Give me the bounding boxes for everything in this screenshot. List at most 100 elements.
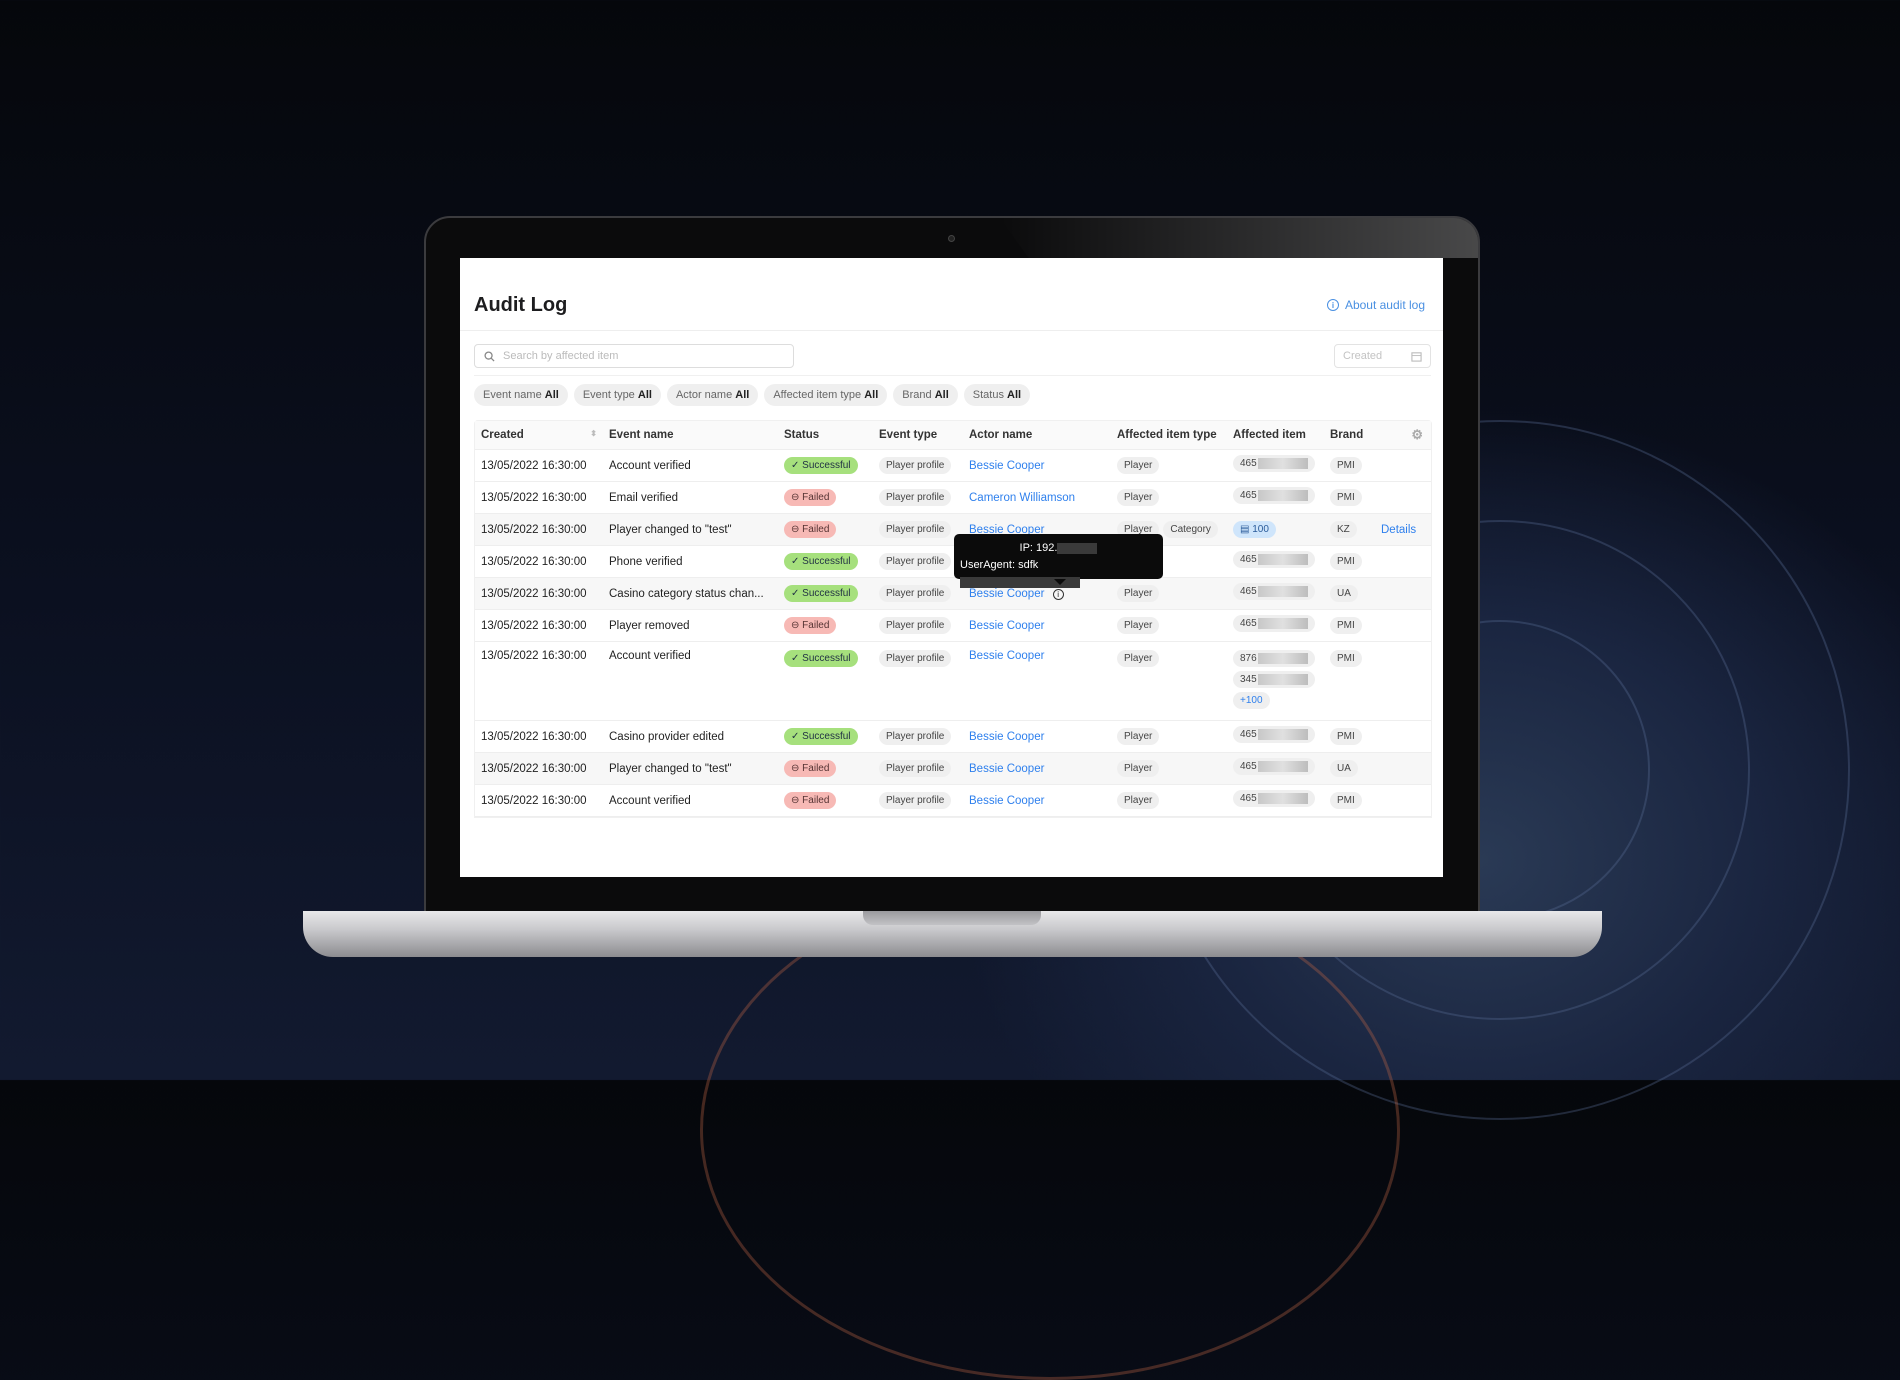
brand-cell: PMI <box>1324 457 1375 474</box>
item-type-badge: Player <box>1117 728 1160 745</box>
affected-item-badge[interactable]: 465 <box>1233 582 1315 601</box>
event-type-badge: Player profile <box>879 521 952 538</box>
actor-link[interactable]: Bessie Cooper <box>969 794 1045 807</box>
affected-item-type-cell: Player <box>1111 617 1227 634</box>
brand-badge: KZ <box>1330 521 1357 538</box>
status-label: Successful <box>802 588 851 599</box>
event-type-badge: Player profile <box>879 617 952 634</box>
settings-gear-icon[interactable]: ⚙ <box>1411 427 1423 442</box>
actor-cell: Bessie Cooper <box>963 763 1111 775</box>
filter-chip[interactable]: Actor name All <box>666 384 759 406</box>
actor-link[interactable]: Bessie Cooper <box>969 523 1045 536</box>
table-row[interactable]: 13/05/2022 16:30:00 Casino category stat… <box>475 578 1431 610</box>
info-icon: i <box>1326 299 1339 311</box>
affected-item-badge[interactable]: 465 <box>1233 550 1315 569</box>
affected-item-badge[interactable]: 345 <box>1233 671 1315 689</box>
brand-badge: UA <box>1330 585 1358 602</box>
actor-link[interactable]: Bessie Cooper <box>969 619 1045 632</box>
actor-link[interactable]: Cameron Williamson <box>969 491 1076 504</box>
affected-item-cell: 465 <box>1227 454 1324 476</box>
screen-glare <box>1000 218 1478 258</box>
event-name-cell: Player removed <box>609 619 690 632</box>
affected-item-badge[interactable]: 465 <box>1233 614 1315 633</box>
status-label: Failed <box>802 620 830 631</box>
column-created[interactable]: Created ⬍ <box>475 429 603 441</box>
status-label: Failed <box>802 795 830 806</box>
filter-chip[interactable]: Status All <box>963 384 1031 406</box>
table-row[interactable]: 13/05/2022 16:30:00 Player changed to "t… <box>475 514 1431 546</box>
actor-link[interactable]: Bessie Cooper <box>969 762 1045 775</box>
affected-item-badge[interactable]: 465 <box>1233 789 1315 808</box>
status-badge: ✓ Successful <box>784 553 858 570</box>
column-event-type: Event type <box>879 429 938 441</box>
event-type-cell: Player profile <box>873 489 963 506</box>
info-icon[interactable]: i <box>1052 588 1064 600</box>
details-link[interactable]: Details <box>1381 523 1417 536</box>
table-row[interactable]: 13/05/2022 16:30:00 Account verified ⊖ F… <box>475 785 1431 817</box>
table-header: Created ⬍ Event name Status Event type Ac… <box>475 421 1431 450</box>
filter-label: Affected item type <box>773 389 862 401</box>
actor-link[interactable]: Bessie Cooper <box>969 459 1045 472</box>
status-cell: ⊖ Failed <box>778 760 873 777</box>
about-audit-log-link[interactable]: i About audit log <box>1326 298 1425 312</box>
actor-link[interactable]: Bessie Cooper <box>969 730 1045 743</box>
event-type-badge: Player profile <box>879 489 952 506</box>
brand-cell: KZ <box>1324 521 1375 538</box>
table-row[interactable]: 13/05/2022 16:30:00 Player changed to "t… <box>475 753 1431 785</box>
brand-cell: PMI <box>1324 489 1375 506</box>
filter-chips: Event name All Event type All Actor name A… <box>474 384 1031 406</box>
filter-label: Brand <box>902 389 932 401</box>
brand-badge: PMI <box>1330 489 1362 506</box>
tooltip-ip: IP: 192. <box>1019 542 1058 554</box>
table-row[interactable]: 13/05/2022 16:30:00 Player removed ⊖ Fai… <box>475 610 1431 642</box>
table-row[interactable]: 13/05/2022 16:30:00 Email verified ⊖ Fai… <box>475 482 1431 514</box>
actor-cell: Bessie Cooper <box>963 731 1111 743</box>
affected-item-type-cell: Player <box>1111 585 1227 602</box>
event-type-cell: Player profile <box>873 553 963 570</box>
actor-cell: Bessie Cooper <box>963 524 1111 536</box>
filter-chip[interactable]: Brand All <box>893 384 958 406</box>
brand-badge: PMI <box>1330 617 1362 634</box>
affected-item-badge[interactable]: ▤ 100 <box>1233 521 1276 538</box>
table-row[interactable]: 13/05/2022 16:30:00 Casino provider edit… <box>475 721 1431 753</box>
item-type-badge: Player <box>1117 760 1160 777</box>
created-cell: 13/05/2022 16:30:00 <box>481 587 587 600</box>
event-type-badge: Player profile <box>879 760 952 777</box>
actor-cell: Cameron Williamson <box>963 492 1111 504</box>
filter-chip[interactable]: Event name All <box>474 384 568 406</box>
brand-cell: UA <box>1324 760 1375 777</box>
affected-item-id: 345 <box>1240 674 1257 686</box>
status-label: Failed <box>802 492 830 503</box>
actor-cell: Bessie Cooper <box>963 650 1111 662</box>
affected-item-id: 465 <box>1240 793 1257 805</box>
affected-item-badge[interactable]: 465 <box>1233 725 1315 744</box>
affected-item-id: 465 <box>1240 458 1257 470</box>
event-type-cell: Player profile <box>873 792 963 809</box>
affected-item-cell: 465 <box>1227 582 1324 604</box>
affected-item-badge[interactable]: 465 <box>1233 757 1315 776</box>
brand-badge: PMI <box>1330 650 1362 667</box>
item-type-badge: Player <box>1117 489 1160 506</box>
actor-cell: Bessie Cooper <box>963 460 1111 472</box>
event-type-badge: Player profile <box>879 553 952 570</box>
filter-chip[interactable]: Event type All <box>573 384 661 406</box>
created-date-picker[interactable]: Created <box>1334 344 1431 368</box>
created-cell: 13/05/2022 16:30:00 <box>481 730 587 743</box>
actor-link[interactable]: Bessie Cooper <box>969 587 1045 600</box>
filter-chip[interactable]: Affected item type All <box>764 384 888 406</box>
status-cell: ⊖ Failed <box>778 792 873 809</box>
tooltip-user-agent: UserAgent: sdfk <box>960 559 1039 571</box>
filter-value: All <box>934 389 949 401</box>
affected-item-badge[interactable]: 465 <box>1233 486 1315 505</box>
table-row[interactable]: 13/05/2022 16:30:00 Phone verified ✓ Suc… <box>475 546 1431 578</box>
more-items-button[interactable]: +100 <box>1233 692 1270 710</box>
table-row[interactable]: 13/05/2022 16:30:00 Account verified ✓ S… <box>475 450 1431 482</box>
search-input[interactable]: Search by affected item <box>474 344 794 368</box>
affected-item-count: 100 <box>1252 524 1269 535</box>
sort-icon[interactable]: ⬍ <box>590 429 597 438</box>
actor-link[interactable]: Bessie Cooper <box>969 650 1045 662</box>
table-row[interactable]: 13/05/2022 16:30:00 Account verified ✓ S… <box>475 642 1431 721</box>
brand-badge: PMI <box>1330 553 1362 570</box>
affected-item-badge[interactable]: 876 <box>1233 650 1315 668</box>
affected-item-badge[interactable]: 465 <box>1233 454 1315 473</box>
